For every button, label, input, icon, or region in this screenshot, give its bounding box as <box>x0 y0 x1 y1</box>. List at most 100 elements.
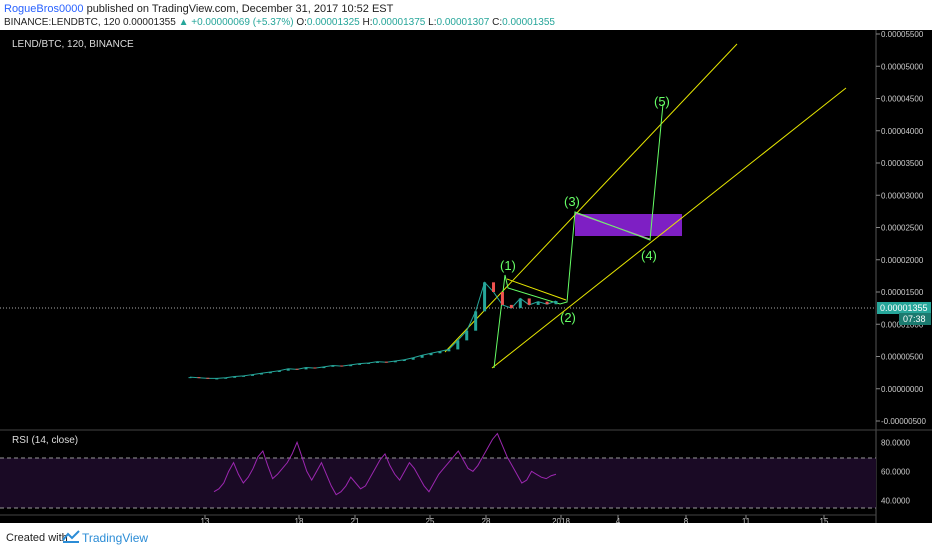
price-candle <box>420 355 424 358</box>
low-value: 0.00001307 <box>436 17 490 28</box>
time-axis-label: 4 <box>616 517 621 523</box>
time-axis-label: 21 <box>351 517 360 523</box>
price-chart-svg[interactable]: LEND/BTC, 120, BINANCE RSI (14, close) 0… <box>0 30 932 526</box>
channel-upper-line[interactable] <box>444 43 738 353</box>
wave-label-2: (2) <box>560 310 576 325</box>
time-axis-label: 28 <box>482 517 491 523</box>
price-candle <box>367 362 371 364</box>
tradingview-brand[interactable]: TradingView <box>82 531 149 545</box>
up-arrow-icon: ▲ <box>178 17 189 28</box>
price-candle <box>393 361 397 363</box>
time-axis-label: 2018 <box>552 517 570 523</box>
price-candle <box>411 357 415 360</box>
rsi-band <box>0 458 876 508</box>
price-candle <box>492 282 496 292</box>
price-candle <box>322 366 326 369</box>
wave-label-4: (4) <box>641 248 657 263</box>
price-axis-label: 0.00004000 <box>881 127 924 136</box>
price-candle <box>483 282 487 312</box>
price-candle <box>277 370 281 372</box>
price-candle <box>224 377 228 379</box>
chart-title: LEND/BTC, 120, BINANCE <box>12 39 134 50</box>
rsi-axis-label: 40.0000 <box>881 496 910 505</box>
wave-label-3: (3) <box>564 194 580 209</box>
price-axis-label: 0.00003500 <box>881 159 924 168</box>
rsi-axis-label: 60.0000 <box>881 467 910 476</box>
price-axis-label: 0.00000000 <box>881 385 924 394</box>
time-axis-label: 8 <box>684 517 689 523</box>
wave-label-5: (5) <box>654 94 670 109</box>
price-axis-label: 0.00005000 <box>881 62 924 71</box>
price-candle <box>349 364 353 367</box>
price-candle <box>313 367 317 369</box>
price-candle <box>500 292 504 305</box>
price-candle <box>331 365 335 367</box>
price-axis-label: -0.00000500 <box>881 417 926 426</box>
wedge-line[interactable] <box>506 278 567 301</box>
change-value: +0.00000069 (+5.37%) <box>191 17 294 28</box>
wave-label-1: (1) <box>500 258 516 273</box>
tradingview-logo-icon <box>62 530 80 543</box>
price-axis[interactable]: 0.00005500 0.00005000 0.00004500 0.00004000… <box>876 30 926 426</box>
footer: Created with TradingView <box>0 523 932 550</box>
price-candle <box>286 368 290 371</box>
price-candle <box>536 301 540 305</box>
price-candle <box>545 301 549 305</box>
target-zone-box[interactable] <box>575 214 682 236</box>
rsi-axis[interactable]: 80.0000 60.0000 40.0000 <box>881 438 910 505</box>
countdown-tag <box>899 313 931 325</box>
price-candle <box>518 298 522 309</box>
price-candle <box>233 376 237 378</box>
symbol-label: BINANCE:LENDBTC, 120 <box>4 17 121 28</box>
high-label: H: <box>362 17 373 28</box>
price-candle <box>527 298 531 305</box>
price-candle <box>268 371 272 374</box>
price-candle <box>304 367 308 370</box>
channel-lower-line[interactable] <box>491 87 847 369</box>
price-candle <box>438 351 442 354</box>
created-with-text: Created with <box>6 532 68 544</box>
elliott-wave-path[interactable] <box>493 103 664 369</box>
author-link[interactable]: RogueBros0000 <box>4 3 84 15</box>
price-candle <box>250 374 254 376</box>
price-candle <box>206 377 210 379</box>
price-candle <box>429 353 433 356</box>
price-tag-text: 0.00001355 <box>880 303 928 313</box>
price-axis-label: 0.00003000 <box>881 191 924 200</box>
price-candle <box>456 340 460 350</box>
price-candle <box>402 359 406 362</box>
price-candle <box>197 377 201 379</box>
chart-header: RogueBros0000 published on TradingView.c… <box>0 0 932 30</box>
publish-line: RogueBros0000 published on TradingView.c… <box>4 3 393 15</box>
time-axis[interactable]: 13 18 21 25 28 2018 4 8 11 15 <box>201 515 829 526</box>
ohlc-line: BINANCE:LENDBTC, 120 0.00001355 ▲ +0.000… <box>4 17 555 28</box>
time-axis-label: 13 <box>201 517 210 523</box>
price-candle <box>447 349 451 352</box>
price-axis-label: 0.00002500 <box>881 224 924 233</box>
rsi-axis-label: 80.0000 <box>881 438 910 447</box>
price-axis-label: 0.00004500 <box>881 95 924 104</box>
low-label: L: <box>428 17 437 28</box>
high-value: 0.00001375 <box>372 17 426 28</box>
price-series <box>188 281 558 380</box>
price-candle <box>242 375 246 377</box>
countdown-text: 07:38 <box>903 314 926 324</box>
price-candle <box>340 365 344 367</box>
time-axis-label: 18 <box>295 517 304 523</box>
price-candle <box>215 378 219 380</box>
open-value: 0.00001325 <box>306 17 360 28</box>
price-candle <box>358 363 362 365</box>
rsi-series <box>213 432 557 496</box>
rsi-line <box>213 432 557 496</box>
price-axis-label: 0.00000500 <box>881 353 924 362</box>
last-price: 0.00001355 <box>122 17 176 28</box>
price-candle <box>188 377 192 379</box>
open-label: O: <box>296 17 307 28</box>
time-axis-label: 11 <box>742 517 751 523</box>
price-candle <box>295 368 299 370</box>
price-candle <box>509 304 513 309</box>
chart-area[interactable]: LEND/BTC, 120, BINANCE RSI (14, close) 0… <box>0 30 932 526</box>
close-label: C: <box>492 17 503 28</box>
price-axis-label: 0.00001500 <box>881 288 924 297</box>
time-axis-label: 15 <box>820 517 829 523</box>
